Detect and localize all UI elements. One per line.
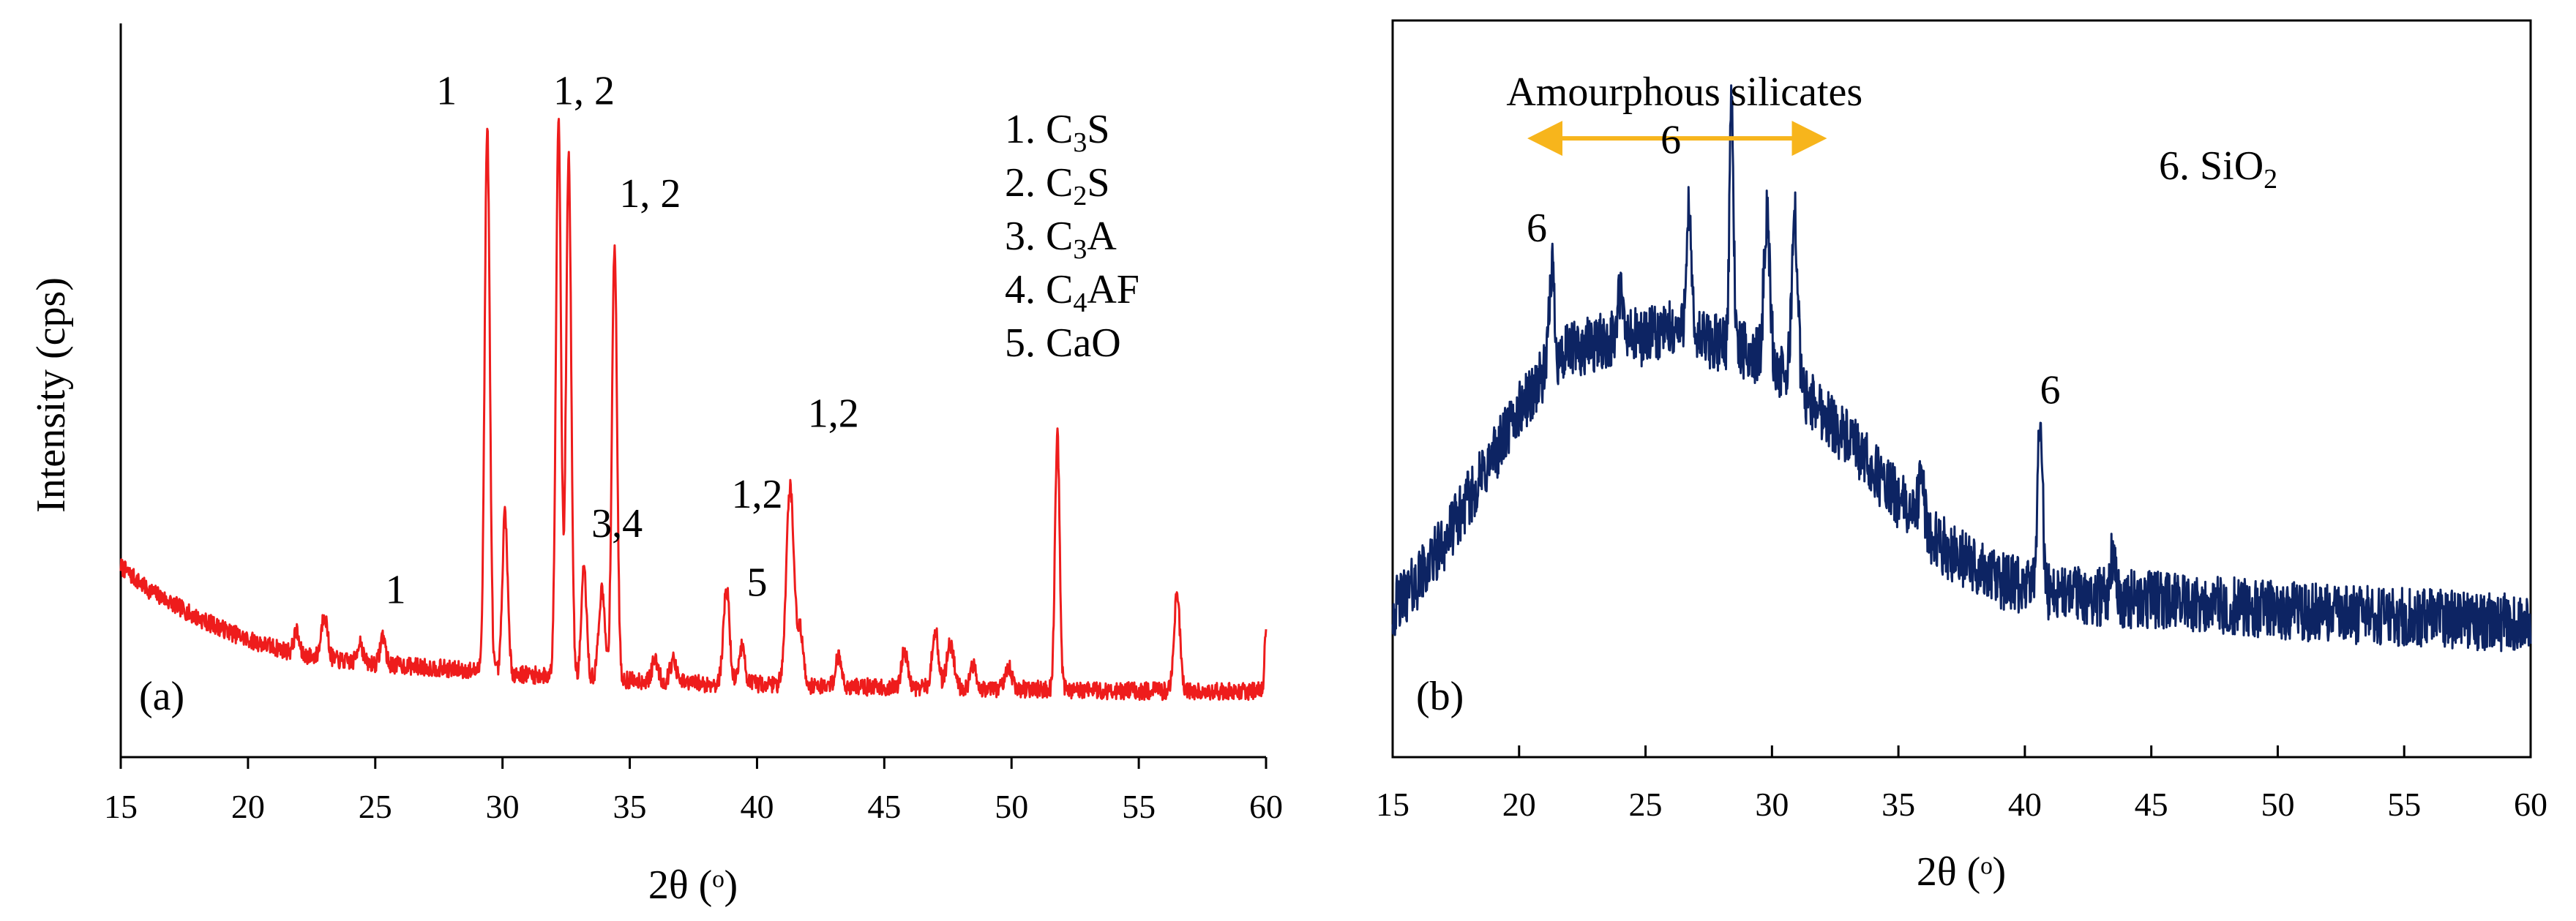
arrow-label: Amourphous silicates bbox=[1506, 69, 1862, 115]
peak-annotation: 6 bbox=[1660, 117, 1681, 162]
panel-b-series-line bbox=[1391, 84, 2532, 653]
peak-annotation: 6 bbox=[2040, 368, 2060, 413]
peak-annotation: 1 bbox=[436, 68, 457, 113]
x-tick-label: 60 bbox=[2514, 786, 2547, 823]
panel-a-series-line bbox=[119, 118, 1268, 702]
panel-a-tag: (a) bbox=[139, 674, 184, 719]
x-tick-label: 25 bbox=[359, 788, 392, 825]
x-tick-label: 55 bbox=[1122, 788, 1156, 825]
panel-a-y-axis-title: Intensity (cps) bbox=[29, 277, 74, 513]
peak-annotation: 1, 2 bbox=[619, 171, 681, 217]
peak-annotation: 1,2 bbox=[808, 391, 859, 437]
x-tick-label: 20 bbox=[231, 788, 265, 825]
legend-entry: 4. C4AF bbox=[1005, 267, 1139, 318]
x-tick-label: 40 bbox=[740, 788, 774, 825]
x-tick-label: 35 bbox=[613, 788, 647, 825]
peak-annotation: 1 bbox=[386, 567, 406, 612]
peak-annotation: 1, 2 bbox=[553, 68, 615, 113]
chart-panel-a: 15 20 25 30 35 40 45 50 55 60 1 1, 21, 21,21,23,45… bbox=[29, 23, 1283, 908]
x-tick-label: 20 bbox=[1502, 786, 1536, 823]
legend-entry: 3. C3A bbox=[1005, 214, 1117, 265]
panel-b-legend: 6. SiO2 bbox=[2159, 143, 2277, 195]
x-tick-label: 30 bbox=[486, 788, 520, 825]
chart-panel-b: 15 20 25 30 35 40 45 50 55 60 Amourphous silicate… bbox=[1376, 19, 2547, 895]
legend-entry: 2. C2S bbox=[1005, 160, 1110, 211]
x-tick-label: 15 bbox=[104, 788, 138, 825]
x-tick-label: 35 bbox=[1882, 786, 1915, 823]
legend-entry: 5. CaO bbox=[1005, 320, 1121, 366]
panel-a-annotations: 1 1, 2 1, 2 1,2 1,2 3,4 5 1 bbox=[386, 68, 859, 612]
panel-a-x-axis-title: 2θ (ᵒ) bbox=[648, 862, 738, 908]
x-tick-label: 55 bbox=[2387, 786, 2421, 823]
peak-annotation: 1,2 bbox=[731, 472, 782, 517]
x-tick-label: 45 bbox=[2135, 786, 2168, 823]
x-tick-label: 30 bbox=[1755, 786, 1789, 823]
x-tick-label: 15 bbox=[1376, 786, 1409, 823]
panel-b-frame bbox=[1391, 19, 2532, 759]
panel-b-annotations: 6 6 6 bbox=[1527, 117, 2060, 413]
peak-annotation: 5 bbox=[746, 560, 767, 605]
panel-a-x-ticks: 15 20 25 30 35 40 45 50 55 60 bbox=[104, 757, 1283, 825]
x-tick-label: 45 bbox=[867, 788, 901, 825]
peak-annotation: 3,4 bbox=[591, 501, 643, 546]
peak-annotation: 6 bbox=[1527, 206, 1547, 251]
panel-b-x-ticks: 15 20 25 30 35 40 45 50 55 60 bbox=[1376, 745, 2547, 823]
x-tick-label: 40 bbox=[2008, 786, 2042, 823]
legend-entry: 6. SiO2 bbox=[2159, 143, 2277, 195]
panel-b-x-axis-title: 2θ (ᵒ) bbox=[1917, 849, 2006, 895]
x-tick-label: 50 bbox=[995, 788, 1028, 825]
x-tick-label: 50 bbox=[2261, 786, 2294, 823]
amorphous-silicates-arrow: Amourphous silicates bbox=[1506, 69, 1862, 157]
x-tick-label: 25 bbox=[1629, 786, 1663, 823]
x-tick-label: 60 bbox=[1249, 788, 1283, 825]
panel-b-tag: (b) bbox=[1416, 674, 1464, 719]
legend-entry: 1. C3S bbox=[1005, 107, 1110, 158]
